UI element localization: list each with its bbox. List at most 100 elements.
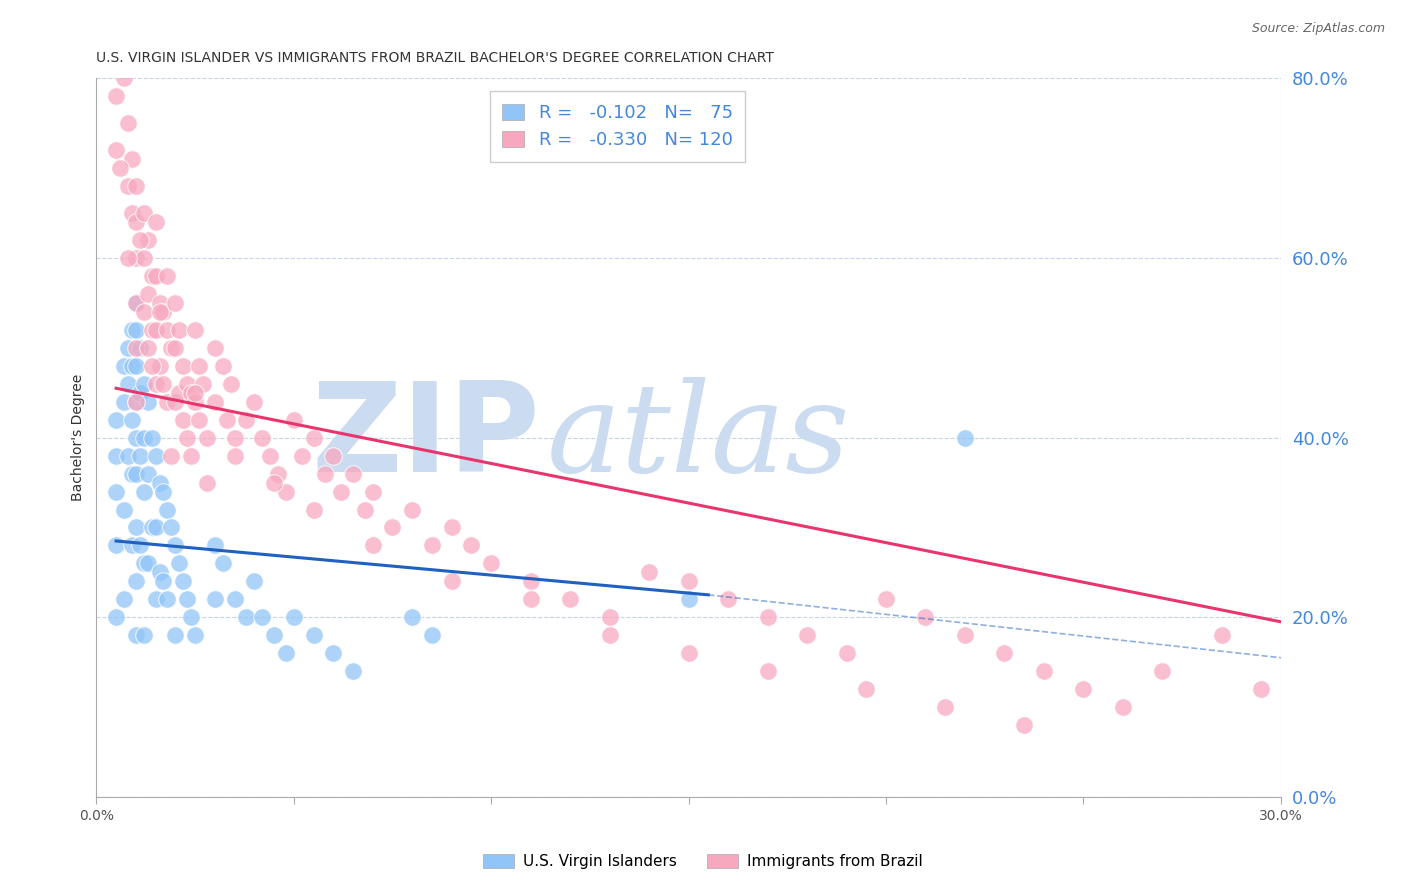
Point bbox=[172, 359, 194, 373]
Point bbox=[167, 385, 190, 400]
Point bbox=[121, 413, 143, 427]
Point bbox=[160, 520, 183, 534]
Point bbox=[125, 520, 148, 534]
Point bbox=[156, 502, 179, 516]
Point bbox=[108, 161, 131, 176]
Point bbox=[263, 475, 285, 490]
Point bbox=[420, 628, 443, 642]
Point bbox=[204, 539, 226, 553]
Point bbox=[136, 341, 159, 355]
Point bbox=[152, 484, 174, 499]
Point bbox=[479, 557, 502, 571]
Legend: R =   -0.102   N=   75, R =   -0.330   N= 120: R = -0.102 N= 75, R = -0.330 N= 120 bbox=[489, 91, 745, 161]
Text: U.S. VIRGIN ISLANDER VS IMMIGRANTS FROM BRAZIL BACHELOR'S DEGREE CORRELATION CHA: U.S. VIRGIN ISLANDER VS IMMIGRANTS FROM … bbox=[97, 51, 775, 65]
Legend: U.S. Virgin Islanders, Immigrants from Brazil: U.S. Virgin Islanders, Immigrants from B… bbox=[477, 848, 929, 875]
Point bbox=[1112, 700, 1135, 714]
Point bbox=[165, 296, 187, 310]
Point bbox=[211, 359, 233, 373]
Point bbox=[180, 449, 202, 463]
Point bbox=[165, 539, 187, 553]
Point bbox=[460, 539, 482, 553]
Point bbox=[121, 467, 143, 481]
Point bbox=[141, 268, 163, 283]
Point bbox=[112, 502, 135, 516]
Point bbox=[105, 89, 128, 103]
Point bbox=[188, 413, 211, 427]
Point bbox=[875, 592, 897, 607]
Point bbox=[302, 628, 325, 642]
Point bbox=[188, 359, 211, 373]
Point bbox=[121, 359, 143, 373]
Point bbox=[145, 592, 167, 607]
Point bbox=[125, 323, 148, 337]
Point bbox=[117, 116, 139, 130]
Point bbox=[756, 610, 779, 624]
Point bbox=[132, 305, 155, 319]
Point bbox=[717, 592, 740, 607]
Point bbox=[128, 539, 150, 553]
Point bbox=[796, 628, 818, 642]
Point bbox=[342, 467, 364, 481]
Point bbox=[195, 431, 218, 445]
Point bbox=[176, 376, 198, 391]
Point bbox=[152, 574, 174, 589]
Point bbox=[117, 341, 139, 355]
Point bbox=[330, 484, 353, 499]
Text: ZIP: ZIP bbox=[312, 377, 540, 498]
Point bbox=[953, 628, 976, 642]
Point bbox=[440, 520, 463, 534]
Point bbox=[184, 323, 207, 337]
Point bbox=[224, 431, 246, 445]
Point bbox=[204, 592, 226, 607]
Point bbox=[267, 467, 290, 481]
Point bbox=[519, 592, 541, 607]
Point bbox=[353, 502, 375, 516]
Point bbox=[263, 628, 285, 642]
Point bbox=[180, 610, 202, 624]
Point bbox=[125, 296, 148, 310]
Point bbox=[224, 592, 246, 607]
Y-axis label: Bachelor's Degree: Bachelor's Degree bbox=[72, 374, 86, 501]
Point bbox=[519, 574, 541, 589]
Point bbox=[235, 610, 257, 624]
Point bbox=[160, 341, 183, 355]
Point bbox=[160, 449, 183, 463]
Point bbox=[141, 359, 163, 373]
Point bbox=[638, 566, 661, 580]
Point bbox=[145, 268, 167, 283]
Point bbox=[243, 574, 266, 589]
Point bbox=[148, 566, 170, 580]
Point bbox=[167, 323, 190, 337]
Point bbox=[117, 179, 139, 194]
Point bbox=[112, 359, 135, 373]
Point bbox=[125, 179, 148, 194]
Point bbox=[204, 341, 226, 355]
Point bbox=[132, 431, 155, 445]
Point bbox=[152, 305, 174, 319]
Point bbox=[678, 574, 700, 589]
Point bbox=[1012, 718, 1035, 732]
Point bbox=[599, 610, 621, 624]
Point bbox=[215, 413, 238, 427]
Point bbox=[176, 431, 198, 445]
Point bbox=[125, 251, 148, 265]
Point bbox=[132, 557, 155, 571]
Point bbox=[1211, 628, 1233, 642]
Point bbox=[132, 628, 155, 642]
Point bbox=[1250, 682, 1272, 697]
Point bbox=[678, 646, 700, 660]
Point bbox=[224, 449, 246, 463]
Point bbox=[243, 394, 266, 409]
Point bbox=[117, 251, 139, 265]
Point bbox=[259, 449, 281, 463]
Point bbox=[136, 287, 159, 301]
Point bbox=[172, 574, 194, 589]
Point bbox=[361, 539, 384, 553]
Point bbox=[401, 502, 423, 516]
Point bbox=[250, 431, 273, 445]
Point bbox=[1032, 664, 1054, 678]
Point bbox=[121, 323, 143, 337]
Point bbox=[125, 431, 148, 445]
Point bbox=[322, 449, 344, 463]
Point bbox=[121, 152, 143, 166]
